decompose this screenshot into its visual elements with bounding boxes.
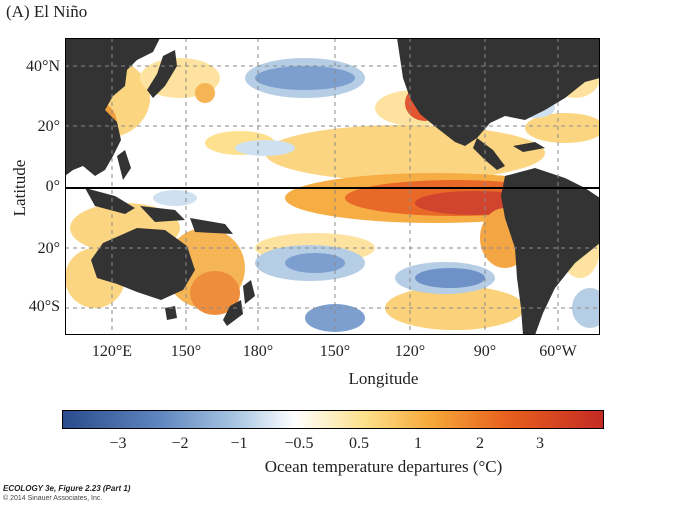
colorbar-title: Ocean temperature departures (°C) <box>264 457 503 476</box>
colorbar-tick-label: −1 <box>230 435 248 452</box>
colorbar-tick-label: 2 <box>476 435 484 452</box>
x-tick-label: 150° <box>170 343 202 360</box>
map-border <box>65 38 600 335</box>
colorbar-tick-label: 3 <box>536 435 544 452</box>
map-svg <box>65 38 600 335</box>
y-tick-label: 40°S <box>28 298 60 315</box>
colorbar-tick-label: 0.5 <box>349 435 369 452</box>
colorbar-tick-label: −3 <box>109 435 127 452</box>
colorbar-tick-label: −2 <box>171 435 189 452</box>
x-tick-label: 150° <box>319 343 351 360</box>
sea-surface-temperature-map <box>65 38 600 335</box>
y-tick-label: 0° <box>45 178 60 195</box>
x-tick-label: 90° <box>473 343 497 360</box>
y-tick-label: 20° <box>37 240 60 257</box>
colorbar-gradient <box>62 410 604 429</box>
x-tick-label: 120° <box>394 343 426 360</box>
panel-label: (A) El Niño <box>6 2 88 21</box>
copyright-notice: © 2014 Sinauer Associates, Inc. <box>3 495 103 502</box>
colorbar <box>62 410 604 429</box>
figure-credit: ECOLOGY 3e, Figure 2.23 (Part 1) <box>3 484 131 493</box>
x-axis-title: Longitude <box>348 369 419 388</box>
y-tick-label: 20° <box>37 118 60 135</box>
map-grid <box>65 38 600 335</box>
land-masses <box>65 38 600 335</box>
colorbar-tick-label: −0.5 <box>284 435 314 452</box>
x-tick-label: 180° <box>242 343 274 360</box>
y-axis-title: Latitude <box>10 159 29 217</box>
x-tick-label: 120°E <box>91 343 133 360</box>
y-tick-label: 40°N <box>26 58 60 75</box>
colorbar-tick-label: 1 <box>414 435 422 452</box>
x-tick-label: 60°W <box>539 343 577 360</box>
